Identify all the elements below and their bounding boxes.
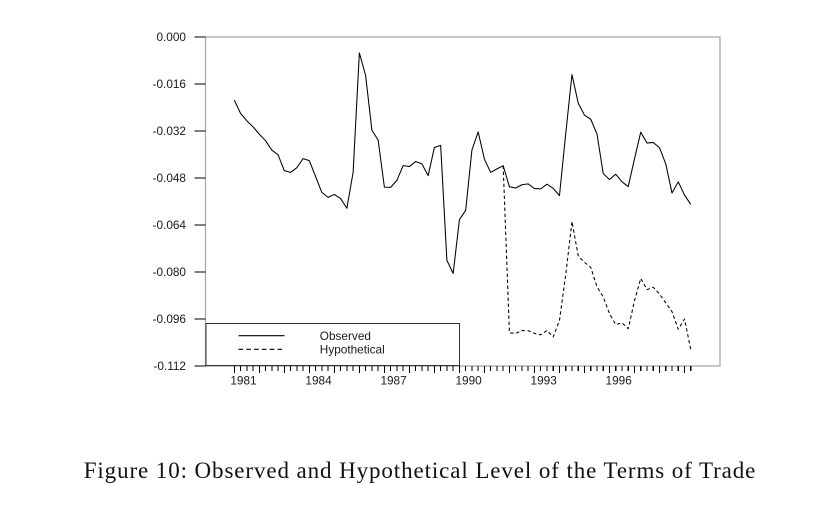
y-tick-label: 0.000 <box>156 30 186 44</box>
series-hypothetical-line <box>502 165 692 350</box>
x-tick-label: 1981 <box>230 373 256 387</box>
legend-border <box>205 322 461 367</box>
y-axis-labels: 0.000 -0.016 -0.032 -0.048 -0.064 -0.080 -0.09… <box>153 30 187 373</box>
x-tick-label: 1990 <box>455 373 482 387</box>
x-axis-ticks <box>233 366 692 374</box>
x-tick-label: 1984 <box>305 373 332 387</box>
series-observed-line <box>233 52 692 274</box>
y-tick-label: -0.016 <box>153 77 187 91</box>
legend-label: Observed <box>320 329 371 343</box>
plot-frame-rect <box>204 36 721 367</box>
x-tick-label: 1996 <box>606 373 633 387</box>
x-tick-label: 1993 <box>531 373 558 387</box>
legend-label: Hypothetical <box>320 343 385 357</box>
y-axis-ticks <box>194 36 206 367</box>
y-tick-label: -0.112 <box>153 359 186 373</box>
y-tick-label: -0.032 <box>153 124 186 138</box>
y-tick-label: -0.064 <box>153 218 187 232</box>
y-tick-label: -0.080 <box>153 265 187 279</box>
data-series <box>233 52 692 350</box>
y-tick-label: -0.048 <box>153 171 187 185</box>
plot-frame <box>204 36 721 367</box>
figure-caption: Figure 10: Observed and Hypothetical Lev… <box>83 458 757 483</box>
x-axis-labels: 1981 1984 1987 1990 1993 1996 <box>230 373 632 387</box>
x-tick-label: 1987 <box>380 373 406 387</box>
y-tick-label: -0.096 <box>153 312 187 326</box>
